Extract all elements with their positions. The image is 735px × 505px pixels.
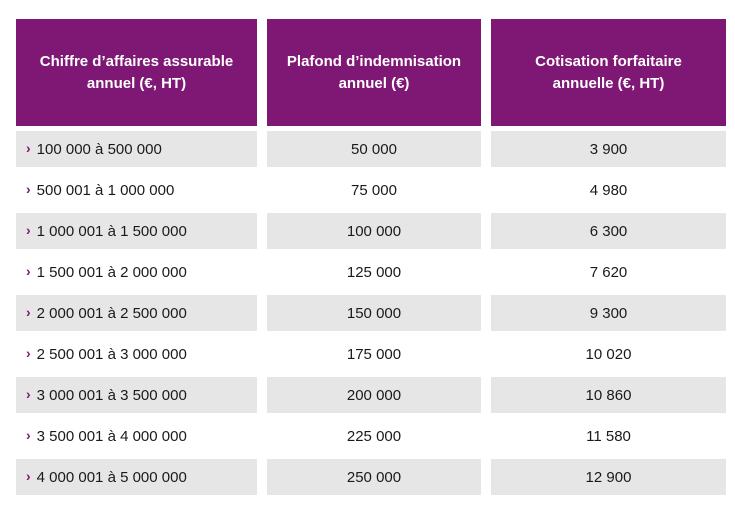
table-row: › 1 000 001 à 1 500 000 100 000 6 300 xyxy=(16,213,726,249)
plafond-cell: 225 000 xyxy=(267,418,481,454)
table-row: › 2 000 001 à 2 500 000 150 000 9 300 xyxy=(16,295,726,331)
plafond-cell: 125 000 xyxy=(267,254,481,290)
chevron-right-icon: › xyxy=(26,386,31,402)
plafond-cell: 250 000 xyxy=(267,459,481,495)
range-value: 1 000 001 à 1 500 000 xyxy=(36,222,187,240)
plafond-cell: 200 000 xyxy=(267,377,481,413)
chevron-right-icon: › xyxy=(26,140,31,156)
range-cell: › 3 000 001 à 3 500 000 xyxy=(16,377,257,413)
cotisation-cell: 10 860 xyxy=(491,377,726,413)
cotisation-cell: 9 300 xyxy=(491,295,726,331)
table-row: › 500 001 à 1 000 000 75 000 4 980 xyxy=(16,172,726,208)
header-plafond: Plafond d’indemnisation annuel (€) xyxy=(267,19,481,126)
chevron-right-icon: › xyxy=(26,345,31,361)
header-chiffre-affaires: Chiffre d’affaires assurable annuel (€, … xyxy=(16,19,257,126)
range-cell: › 2 000 001 à 2 500 000 xyxy=(16,295,257,331)
cotisation-cell: 11 580 xyxy=(491,418,726,454)
cotisation-cell: 7 620 xyxy=(491,254,726,290)
cotisation-cell: 12 900 xyxy=(491,459,726,495)
range-value: 3 000 001 à 3 500 000 xyxy=(36,386,187,404)
chevron-right-icon: › xyxy=(26,222,31,238)
range-cell: › 3 500 001 à 4 000 000 xyxy=(16,418,257,454)
range-value: 1 500 001 à 2 000 000 xyxy=(36,263,187,281)
range-cell: › 1 000 001 à 1 500 000 xyxy=(16,213,257,249)
table-row: › 4 000 001 à 5 000 000 250 000 12 900 xyxy=(16,459,726,495)
plafond-cell: 100 000 xyxy=(267,213,481,249)
plafond-cell: 175 000 xyxy=(267,336,481,372)
chevron-right-icon: › xyxy=(26,181,31,197)
range-value: 3 500 001 à 4 000 000 xyxy=(36,427,187,445)
range-value: 500 001 à 1 000 000 xyxy=(36,181,175,199)
table-row: › 3 500 001 à 4 000 000 225 000 11 580 xyxy=(16,418,726,454)
cotisation-cell: 3 900 xyxy=(491,131,726,167)
chevron-right-icon: › xyxy=(26,468,31,484)
range-cell: › 500 001 à 1 000 000 xyxy=(16,172,257,208)
pricing-table: Chiffre d’affaires assurable annuel (€, … xyxy=(16,19,726,500)
range-cell: › 1 500 001 à 2 000 000 xyxy=(16,254,257,290)
cotisation-cell: 6 300 xyxy=(491,213,726,249)
cotisation-cell: 4 980 xyxy=(491,172,726,208)
table-row: › 100 000 à 500 000 50 000 3 900 xyxy=(16,131,726,167)
range-value: 4 000 001 à 5 000 000 xyxy=(36,468,187,486)
table-row: › 1 500 001 à 2 000 000 125 000 7 620 xyxy=(16,254,726,290)
header-cotisation: Cotisation forfaitaire annuelle (€, HT) xyxy=(491,19,726,126)
plafond-cell: 50 000 xyxy=(267,131,481,167)
range-value: 100 000 à 500 000 xyxy=(36,140,162,158)
range-value: 2 000 001 à 2 500 000 xyxy=(36,304,187,322)
range-cell: › 2 500 001 à 3 000 000 xyxy=(16,336,257,372)
plafond-cell: 75 000 xyxy=(267,172,481,208)
chevron-right-icon: › xyxy=(26,263,31,279)
range-cell: › 100 000 à 500 000 xyxy=(16,131,257,167)
plafond-cell: 150 000 xyxy=(267,295,481,331)
range-value: 2 500 001 à 3 000 000 xyxy=(36,345,187,363)
table-row: › 3 000 001 à 3 500 000 200 000 10 860 xyxy=(16,377,726,413)
table-header-row: Chiffre d’affaires assurable annuel (€, … xyxy=(16,19,726,126)
table-row: › 2 500 001 à 3 000 000 175 000 10 020 xyxy=(16,336,726,372)
chevron-right-icon: › xyxy=(26,427,31,443)
range-cell: › 4 000 001 à 5 000 000 xyxy=(16,459,257,495)
cotisation-cell: 10 020 xyxy=(491,336,726,372)
chevron-right-icon: › xyxy=(26,304,31,320)
